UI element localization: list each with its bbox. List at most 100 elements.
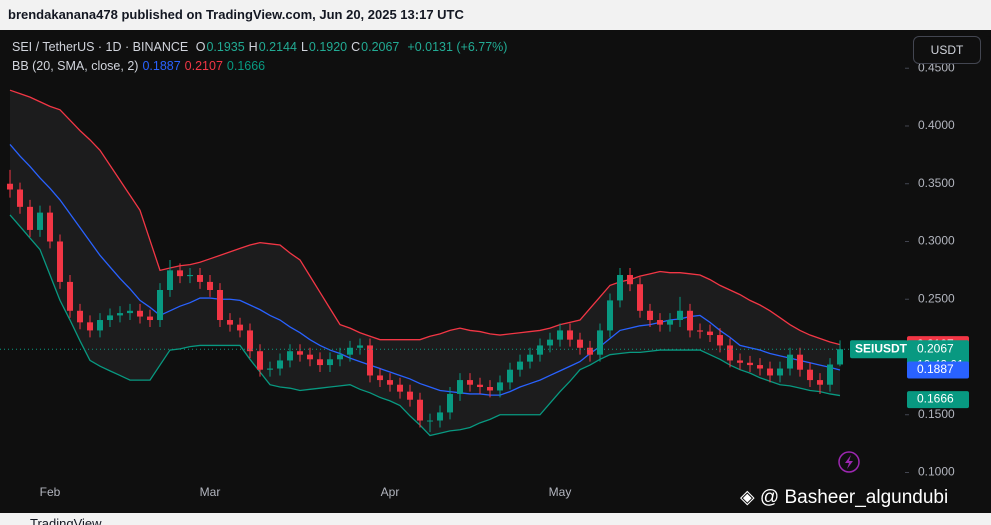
candle-body — [667, 320, 673, 325]
candle-body — [187, 274, 193, 277]
candle-body — [587, 347, 593, 355]
y-tick-label: 0.4000 — [918, 118, 955, 132]
candle-body — [357, 345, 363, 348]
candle-body — [727, 345, 733, 361]
candle-body — [327, 359, 333, 366]
indicator-line — [9, 144, 841, 396]
candle-body — [387, 380, 393, 385]
ohlc-value: 0.1935 — [206, 40, 245, 54]
lower-badge-bg — [907, 391, 969, 409]
candle-body — [547, 339, 553, 346]
candle-body — [717, 335, 723, 346]
candle-body — [517, 361, 523, 370]
candle-body — [157, 289, 163, 321]
indicator-label: BB (20, SMA, close, 2) — [12, 59, 139, 73]
alert-icon — [838, 451, 860, 473]
candle-body — [497, 382, 503, 391]
candle-body — [467, 380, 473, 385]
candle-body — [767, 368, 773, 376]
candle-body — [527, 354, 533, 362]
candle-body — [147, 316, 153, 321]
ohlc-key: L — [300, 40, 308, 54]
candle-body — [27, 206, 33, 230]
candle-body — [107, 315, 113, 321]
footer: TradingView — [0, 513, 991, 525]
candle-body — [227, 320, 233, 325]
candle-body — [57, 241, 63, 282]
candle-body — [707, 331, 713, 336]
price-badge: 0.2067 — [917, 341, 954, 355]
candle-body — [637, 284, 643, 311]
change: +0.0131 (+6.77%) — [407, 40, 508, 54]
candle-body — [557, 330, 563, 340]
ohlc-key: O — [195, 40, 206, 54]
x-tick-label: May — [549, 485, 572, 499]
candle-body — [137, 310, 143, 317]
watermark: ◈ @ Basheer_algundubi — [740, 487, 949, 508]
candle-body — [647, 310, 653, 321]
candle-body — [337, 354, 343, 360]
middle-badge-bg — [907, 361, 969, 379]
candle-body — [377, 375, 383, 381]
candle-body — [287, 351, 293, 361]
candle-body — [567, 330, 573, 340]
candle-body — [177, 270, 183, 277]
candle-body — [757, 365, 763, 369]
candle-body — [827, 364, 833, 385]
publisher-header: brendakanana478 published on TradingView… — [0, 0, 991, 30]
candle-body — [537, 345, 543, 355]
lower-badge: 0.1666 — [917, 392, 954, 406]
candle-body — [97, 320, 103, 331]
candle-body — [447, 393, 453, 413]
symbol: SEI / TetherUS · 1D · BINANCE — [12, 40, 189, 54]
symbol-row: SEI / TetherUS · 1D · BINANCE O0.1935 H0.… — [12, 38, 511, 57]
candle-body — [347, 347, 353, 355]
x-tick-label: Mar — [200, 485, 221, 499]
candle-body — [657, 320, 663, 325]
indicator-line — [9, 214, 841, 437]
candle-body — [317, 359, 323, 366]
candle-body — [277, 360, 283, 369]
candle-body — [747, 362, 753, 366]
candle-body — [167, 270, 173, 290]
candle-body — [687, 310, 693, 331]
candle-body — [207, 281, 213, 290]
ohlc-value: 0.2067 — [361, 40, 400, 54]
legend: SEI / TetherUS · 1D · BINANCE O0.1935 H0.… — [12, 38, 511, 76]
y-tick-label: 0.1500 — [918, 407, 955, 421]
ohlc-value: 0.1920 — [308, 40, 348, 54]
x-tick-label: Feb — [40, 485, 61, 499]
candle-body — [67, 281, 73, 311]
candle-body — [507, 369, 513, 383]
ohlc-key: H — [248, 40, 258, 54]
candle-body — [457, 380, 463, 394]
indicator-line — [9, 89, 841, 346]
candle-body — [77, 310, 83, 323]
candle-body — [297, 351, 303, 355]
candle-body — [797, 354, 803, 370]
y-tick-label: 0.3500 — [918, 176, 955, 190]
currency-button[interactable]: USDT — [913, 36, 981, 64]
candle-body — [47, 212, 53, 242]
middle-badge: 0.1887 — [917, 362, 954, 376]
watermark-text: @ Basheer_algundubi — [759, 487, 949, 508]
candle-body — [397, 384, 403, 392]
candle-body — [777, 368, 783, 376]
candle-body — [737, 360, 743, 363]
candle-body — [127, 310, 133, 314]
candle-body — [617, 274, 623, 301]
candle-body — [807, 369, 813, 381]
ohlc-key: C — [351, 40, 361, 54]
indicator-value: 0.1666 — [226, 59, 266, 73]
ohlc: O0.1935 H0.2144 L0.1920 C0.2067 — [196, 40, 404, 54]
ticker-badge: SEIUSDT — [855, 341, 908, 355]
candle-body — [477, 384, 483, 388]
candle-body — [257, 351, 263, 370]
candle-body — [37, 212, 43, 230]
indicator-row: BB (20, SMA, close, 2) 0.1887 0.2107 0.1666 — [12, 57, 511, 76]
candle-body — [367, 345, 373, 376]
candle-body — [197, 274, 203, 282]
candle-body — [787, 354, 793, 369]
